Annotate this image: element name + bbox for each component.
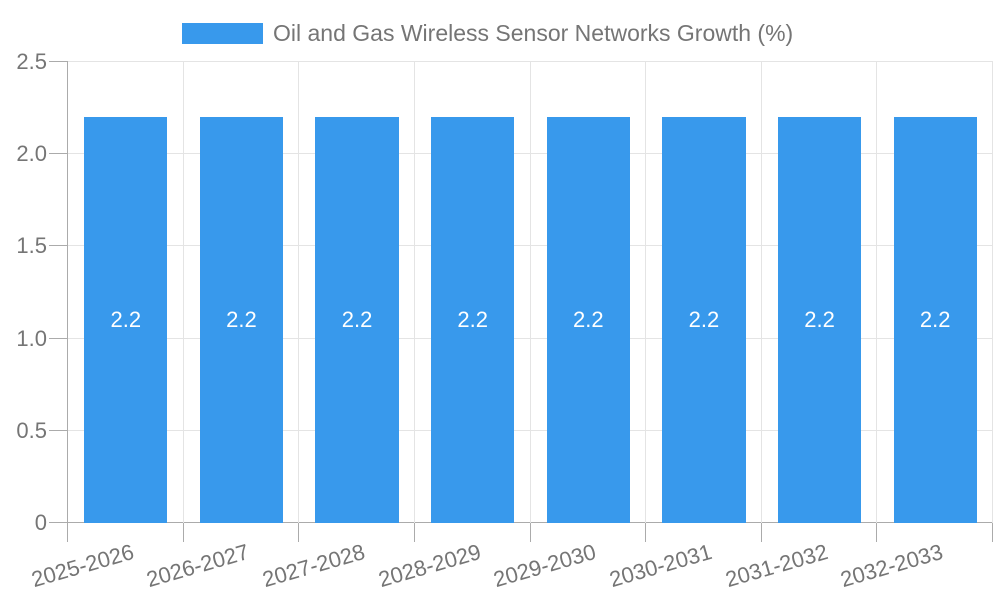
bar[interactable]: [315, 117, 399, 523]
bar-value-label: 2.2: [804, 307, 835, 332]
y-tick-mark: [49, 522, 68, 523]
x-tick-mark: [992, 523, 993, 542]
bar[interactable]: [777, 117, 862, 523]
y-axis-tick-label: 2.0: [16, 141, 47, 166]
x-gridline: [761, 62, 762, 523]
bar-value-label: 2.2: [341, 307, 373, 332]
bar[interactable]: [431, 117, 515, 523]
bar[interactable]: [893, 117, 977, 523]
x-tick-mark: [414, 523, 415, 542]
x-tick-mark: [761, 523, 762, 542]
bar[interactable]: [546, 117, 630, 523]
y-tick-mark: [49, 430, 68, 431]
x-gridline: [414, 62, 415, 523]
x-tick-mark: [645, 523, 646, 542]
legend-label: Oil and Gas Wireless Sensor Networks Gro…: [273, 19, 794, 46]
bar-value-label: 2.2: [457, 307, 488, 332]
x-tick-mark: [183, 523, 184, 542]
x-gridline: [183, 62, 184, 523]
x-gridline: [876, 62, 877, 523]
x-gridline: [992, 62, 993, 523]
bar-value-label: 2.2: [919, 307, 951, 332]
y-tick-mark: [49, 61, 68, 62]
bar-value-label: 2.2: [573, 307, 604, 332]
y-tick-mark: [49, 153, 68, 154]
x-tick-mark: [530, 523, 531, 542]
bar[interactable]: [84, 117, 168, 523]
x-tick-mark: [298, 523, 299, 542]
bar[interactable]: [662, 117, 746, 523]
legend-item[interactable]: Oil and Gas Wireless Sensor Networks Gro…: [182, 17, 793, 49]
x-gridline: [530, 62, 531, 523]
x-gridline: [298, 62, 299, 523]
y-tick-mark: [49, 338, 68, 339]
y-axis-tick-label: 0: [34, 510, 47, 535]
bar-value-label: 2.2: [110, 307, 142, 332]
y-axis-tick-label: 1.5: [16, 233, 47, 258]
y-axis-line: [67, 62, 68, 542]
y-axis-tick-label: 0.5: [16, 418, 47, 443]
y-axis-tick-label: 2.5: [16, 49, 47, 74]
bar-value-label: 2.2: [226, 307, 257, 332]
y-tick-mark: [49, 245, 68, 246]
x-tick-mark: [876, 523, 877, 542]
y-axis-tick-label: 1.0: [16, 326, 47, 351]
legend-swatch: [182, 22, 263, 44]
bar[interactable]: [199, 117, 284, 523]
x-gridline: [645, 62, 646, 523]
bar-value-label: 2.2: [688, 307, 720, 332]
y-gridline: [68, 61, 993, 62]
